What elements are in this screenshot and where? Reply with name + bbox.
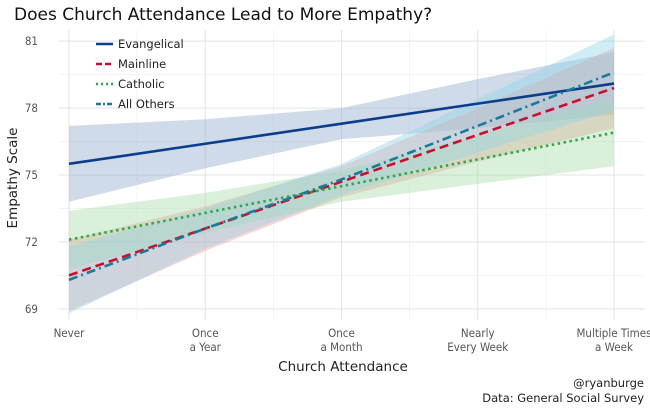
x-tick-label-line: Once xyxy=(192,326,219,340)
legend-label-mainline: Mainline xyxy=(118,57,166,71)
x-tick-label-line: a Week xyxy=(595,340,633,354)
caption-source: Data: General Social Survey xyxy=(482,391,644,405)
x-tick-label-line: a Month xyxy=(320,340,362,354)
legend: Evangelical Mainline Catholic All Others xyxy=(96,37,184,111)
grid-layer xyxy=(59,30,644,320)
x-tick-label-line: a Year xyxy=(190,340,222,354)
x-tick-label: Once a Year xyxy=(190,326,222,354)
x-tick-label-line: Nearly xyxy=(461,326,495,340)
line-mainline xyxy=(68,86,615,277)
band-catholic xyxy=(69,99,614,269)
y-tick-labels: 69 72 75 78 81 xyxy=(25,34,38,316)
x-axis-title: Church Attendance xyxy=(278,359,408,375)
x-tick-label-line: Multiple Times xyxy=(576,326,650,340)
x-tick-label: Nearly Every Week xyxy=(447,326,508,354)
y-tick-label: 72 xyxy=(25,235,38,249)
line-all-others xyxy=(68,71,615,282)
trend-lines xyxy=(68,71,615,282)
x-tick-label-line: Once xyxy=(328,326,355,340)
x-tick-label: Multiple Times a Week xyxy=(576,326,650,354)
legend-label-all-others: All Others xyxy=(118,97,175,111)
legend-label-catholic: Catholic xyxy=(118,77,165,91)
y-axis-title: Empathy Scale xyxy=(5,128,21,229)
line-catholic xyxy=(68,131,615,241)
y-tick-label: 78 xyxy=(25,101,38,115)
x-tick-label-line: Every Week xyxy=(447,340,508,354)
caption-author: @ryanburge xyxy=(573,376,644,390)
x-tick-label: Never xyxy=(54,326,86,340)
x-tick-label: Once a Month xyxy=(320,326,362,354)
y-tick-label: 69 xyxy=(25,302,38,316)
legend-label-evangelical: Evangelical xyxy=(118,37,184,51)
x-tick-label-line: Never xyxy=(54,326,86,340)
y-tick-label: 75 xyxy=(25,168,38,182)
line-evangelical xyxy=(68,82,615,166)
y-tick-label: 81 xyxy=(25,34,38,48)
band-evangelical xyxy=(69,52,614,202)
chart-title: Does Church Attendance Lead to More Empa… xyxy=(14,5,432,25)
